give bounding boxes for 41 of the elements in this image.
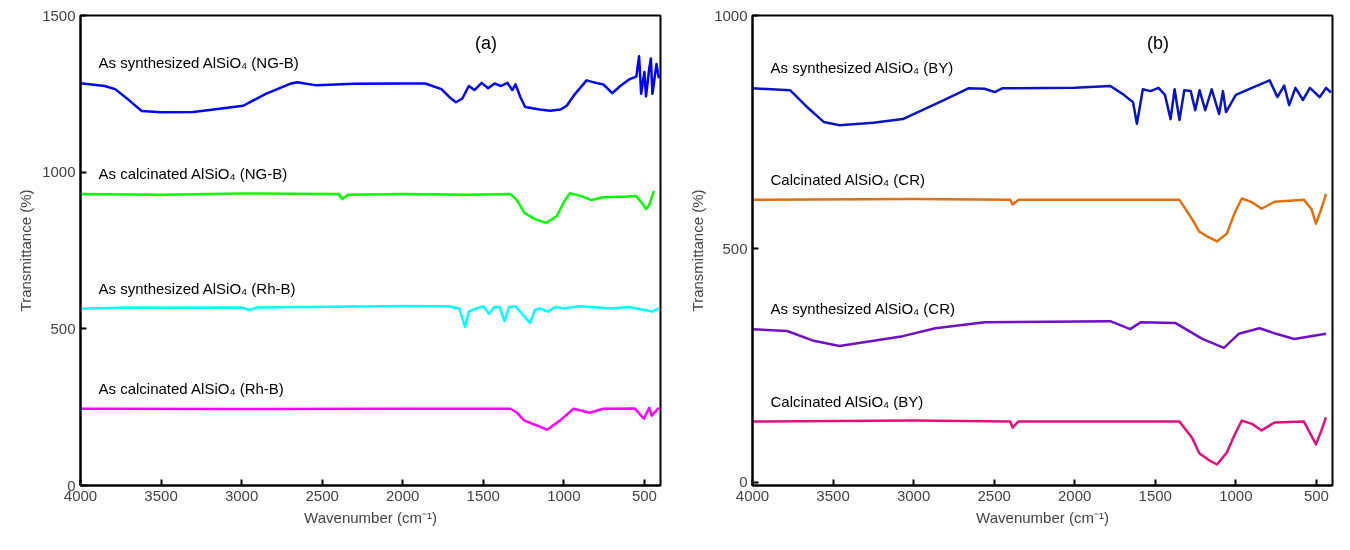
x-tick-label: 3000 xyxy=(896,486,931,504)
line-series xyxy=(752,416,1328,466)
series-label: Calcinated AlSiO₄ (CR) xyxy=(770,170,926,188)
x-tick-label: 3500 xyxy=(816,486,850,504)
x-tick-label: 2000 xyxy=(1058,486,1092,504)
annotation: (a) xyxy=(474,33,497,54)
line-series xyxy=(752,79,1333,127)
x-tick-label: 500 xyxy=(631,486,657,504)
x-tick-label: 500 xyxy=(1303,486,1329,504)
y-tick-label: 500 xyxy=(50,319,76,337)
y-tick-label: 1500 xyxy=(42,6,76,24)
y-tick-label: 1000 xyxy=(42,163,76,181)
x-tick-label: 3000 xyxy=(224,486,259,504)
x-tick-label: 1500 xyxy=(466,486,500,504)
line-series xyxy=(80,406,661,431)
x-tick-label: 2000 xyxy=(386,486,420,504)
x-tick-label: 2500 xyxy=(305,486,339,504)
x-tick-label: 2500 xyxy=(977,486,1011,504)
series-label: As synthesized AlSiO₄ (NG-B) xyxy=(98,54,299,72)
line-series xyxy=(752,192,1328,243)
y-tick-label: 500 xyxy=(722,239,748,257)
line-series xyxy=(752,319,1328,350)
annotation: (b) xyxy=(1146,33,1169,54)
x-axis-title: Wavenumber (cm⁻¹) xyxy=(976,508,1109,526)
y-tick-label: 1000 xyxy=(714,6,748,24)
series-label: Calcinated AlSiO₄ (BY) xyxy=(770,392,924,410)
x-axis-title: Wavenumber (cm⁻¹) xyxy=(304,508,437,526)
line-series xyxy=(80,54,661,114)
y-axis-title: Transmittance (%) xyxy=(689,189,707,312)
line-series xyxy=(80,304,661,329)
x-tick-label: 1000 xyxy=(547,486,581,504)
series-label: As calcinated AlSiO₄ (NG-B) xyxy=(98,165,288,183)
series-label: As calcinated AlSiO₄ (Rh-B) xyxy=(98,379,284,397)
x-tick-label: 1500 xyxy=(1138,486,1172,504)
series-label: As synthesized AlSiO₄ (BY) xyxy=(770,59,954,77)
series-label: As synthesized AlSiO₄ (Rh-B) xyxy=(98,279,296,297)
line-series xyxy=(80,189,656,225)
series-label: As synthesized AlSiO₄ (CR) xyxy=(770,300,956,318)
x-tick-label: 1000 xyxy=(1219,486,1253,504)
x-tick-label: 3500 xyxy=(144,486,178,504)
y-axis-title: Transmittance (%) xyxy=(17,189,35,312)
